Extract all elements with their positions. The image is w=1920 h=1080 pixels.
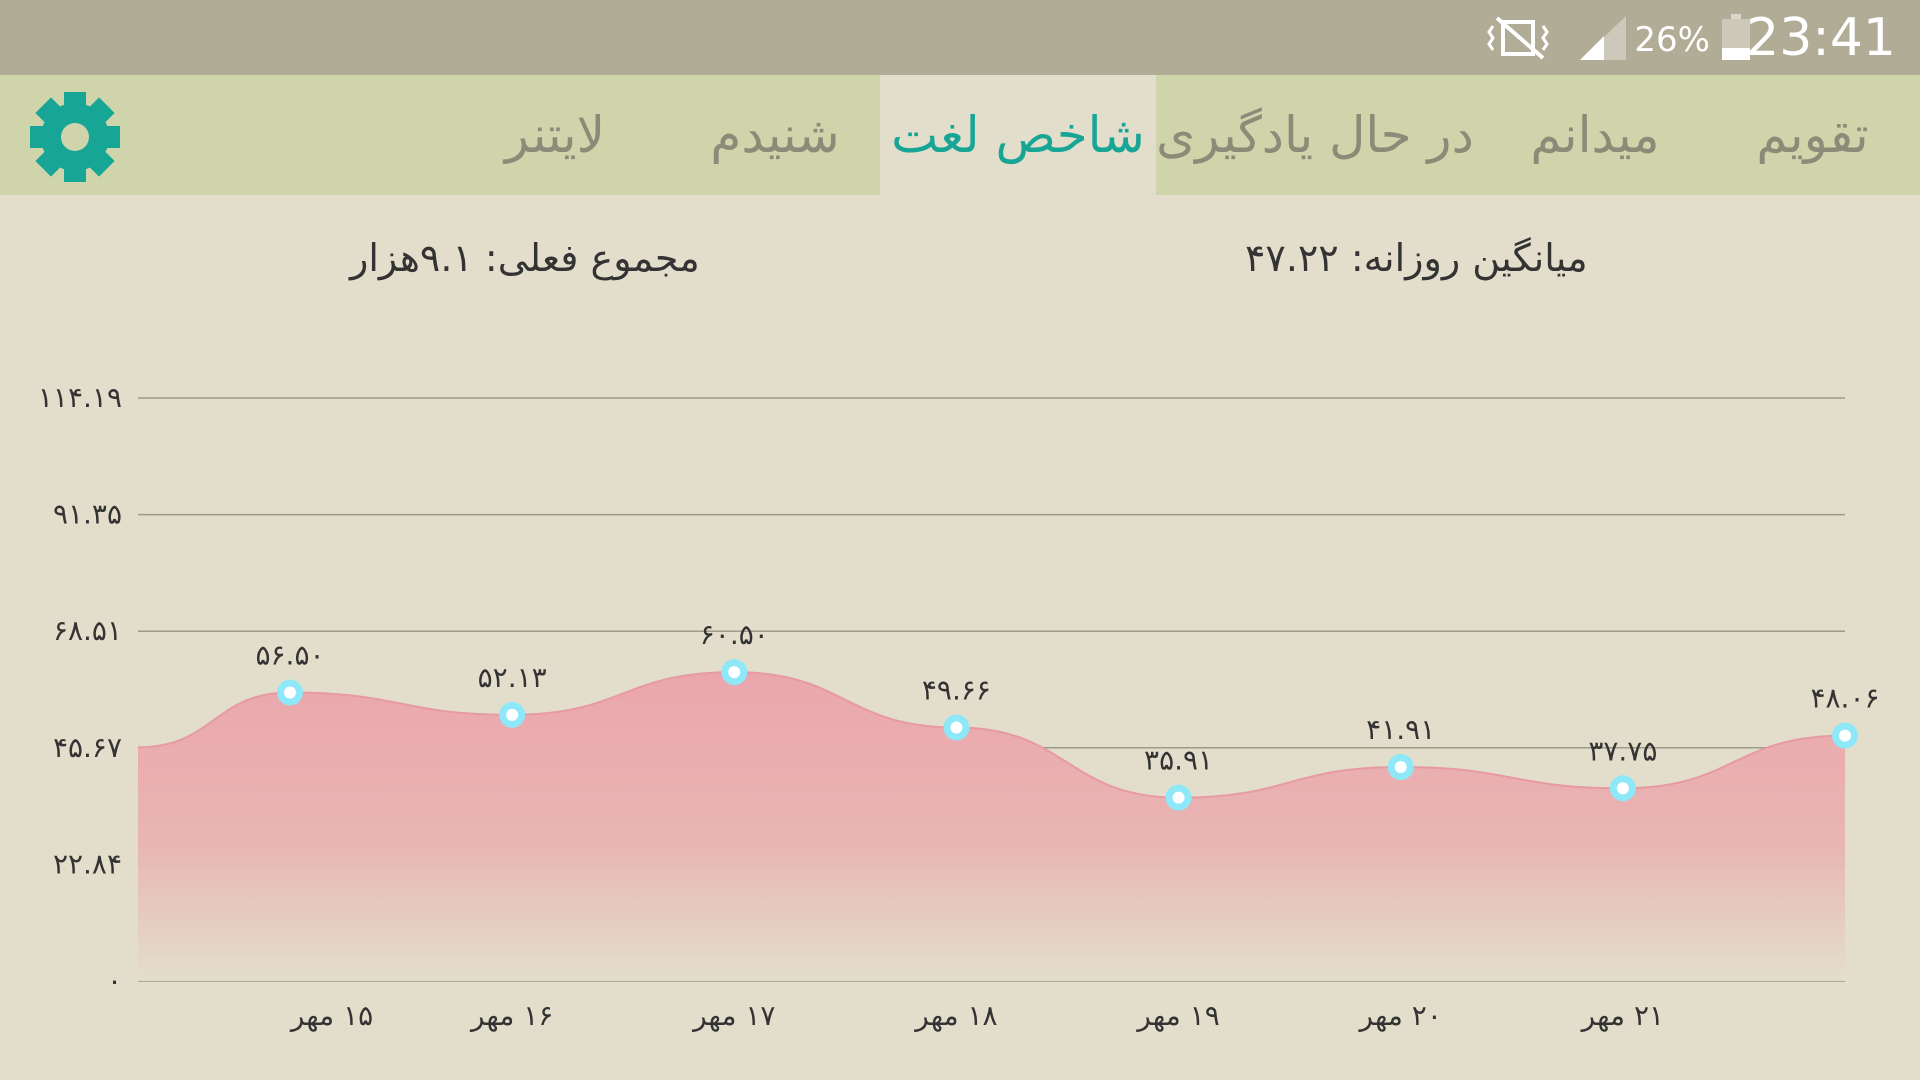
data-label: ۵۲.۱۳ <box>478 661 547 694</box>
data-label: ۴۹.۶۶ <box>922 673 991 706</box>
tab-bar: تقویم میدانم در حال یادگیری شاخص لغت شنی… <box>0 75 1920 195</box>
data-point-center <box>1394 761 1407 774</box>
status-bar: 26% 23:41 <box>0 0 1920 75</box>
x-tick-label: ۱۵ مهر <box>289 999 373 1032</box>
data-label: ۳۷.۷۵ <box>1588 734 1657 767</box>
current-total: مجموع فعلی: ۹.۱هزار <box>350 236 700 280</box>
tab-calendar[interactable]: تقویم <box>1756 106 1869 164</box>
data-label: ۶۰.۵۰ <box>700 618 769 651</box>
data-label: ۵۶.۵۰ <box>255 639 324 672</box>
tab-know[interactable]: میدانم <box>1530 106 1660 164</box>
x-tick-label: ۱۹ مهر <box>1135 999 1219 1032</box>
x-tick-label: ۱۶ مهر <box>469 999 553 1032</box>
area-fill <box>138 672 1845 981</box>
mute-vibrate-icon <box>1487 16 1549 60</box>
y-tick-label: ۹۱.۳۵ <box>53 498 122 531</box>
battery-icon <box>1722 14 1750 60</box>
y-tick-label: ۴۵.۶۷ <box>53 731 122 764</box>
data-point-center <box>1839 729 1851 742</box>
data-point-center <box>1616 782 1629 795</box>
gear-icon <box>30 92 120 182</box>
tab-word-index[interactable]: شاخص لغت <box>880 75 1156 195</box>
data-point-center <box>950 721 963 734</box>
data-label: ۴۱.۹۱ <box>1366 713 1435 746</box>
data-point-center <box>506 708 519 721</box>
settings-button[interactable] <box>20 87 130 187</box>
daily-average: میانگین روزانه: ۴۷.۲۲ <box>1245 236 1588 280</box>
data-point-center <box>284 686 296 699</box>
y-tick-label: ۶۸.۵۱ <box>53 614 122 647</box>
tab-learning[interactable]: در حال یادگیری <box>1156 106 1474 164</box>
status-time: 23:41 <box>1746 8 1896 68</box>
data-point-center <box>1172 791 1185 804</box>
y-tick-label: ۰ <box>107 964 122 997</box>
x-tick-label: ۱۸ مهر <box>913 999 997 1032</box>
data-point-center <box>728 666 741 679</box>
x-tick-label: ۲۰ مهر <box>1358 999 1442 1032</box>
data-label: ۳۵.۹۱ <box>1144 744 1213 777</box>
y-tick-label: ۱۱۴.۱۹ <box>38 381 122 414</box>
x-tick-label: ۱۷ مهر <box>691 999 775 1032</box>
x-tick-label: ۲۱ مهر <box>1580 999 1664 1032</box>
data-label: ۴۸.۰۶ <box>1810 682 1879 715</box>
battery-percentage: 26% <box>1634 20 1710 60</box>
tab-heard[interactable]: شنیدم <box>710 106 840 164</box>
tab-leitner[interactable]: لایتنر <box>504 106 606 164</box>
y-tick-label: ۲۲.۸۴ <box>53 847 122 880</box>
signal-icon <box>1580 16 1626 60</box>
